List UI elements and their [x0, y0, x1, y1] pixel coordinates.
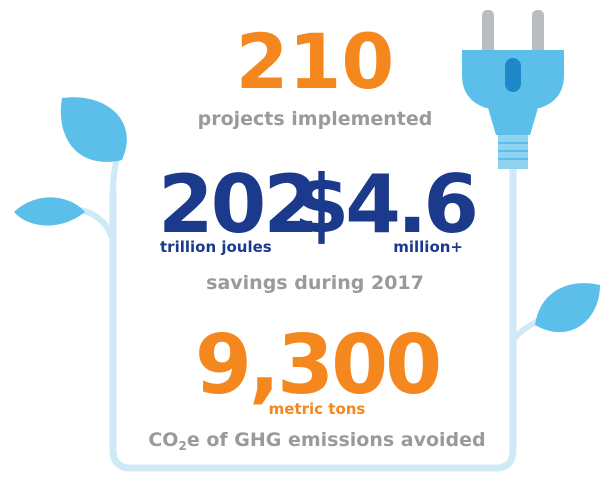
emissions-value: 9,300: [195, 318, 439, 413]
projects-label: projects implemented: [198, 108, 433, 130]
leaf: [60, 97, 127, 162]
vine-branch: [79, 207, 116, 242]
caption-part: CO: [148, 429, 178, 451]
plug-prong: [532, 10, 544, 55]
emissions-caption: CO2e of GHG emissions avoided: [148, 429, 485, 453]
plug-neck: [488, 108, 538, 135]
emissions-label: metric tons: [269, 400, 366, 418]
caption-subscript: 2: [178, 439, 186, 453]
leaf: [14, 197, 85, 226]
savings-caption: savings during 2017: [206, 272, 424, 294]
plug-prong: [482, 10, 494, 55]
energy-label: trillion joules: [160, 238, 272, 256]
leaf: [535, 283, 600, 333]
plug-light: [505, 58, 521, 92]
caption-part: e of GHG emissions avoided: [187, 429, 486, 451]
plug-ridges: [498, 142, 528, 160]
energy-value: 202: [158, 158, 316, 251]
money-label: million+: [393, 238, 463, 256]
money-value: $4.6: [294, 158, 476, 251]
projects-value: 210: [236, 17, 395, 106]
cord: [109, 168, 517, 472]
